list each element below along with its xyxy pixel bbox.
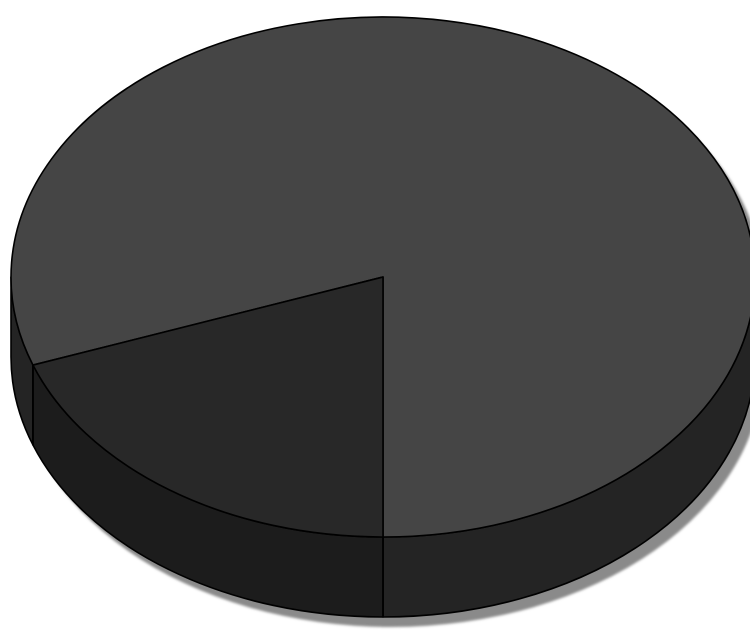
- pie-top-face: [10, 16, 750, 538]
- pie-slice-2: [32, 276, 384, 538]
